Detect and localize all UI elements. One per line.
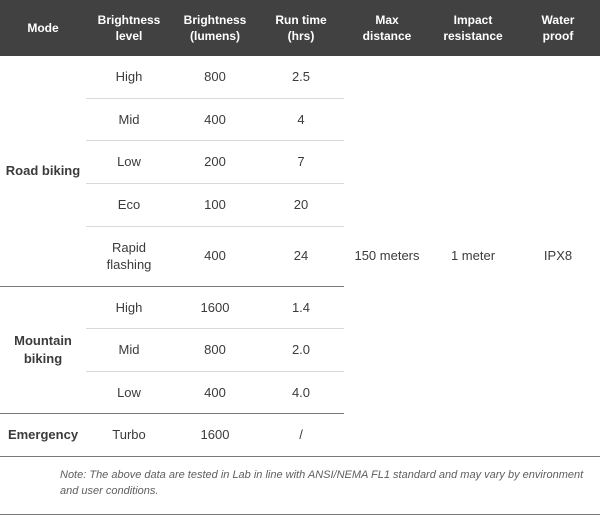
cell-level: Mid — [86, 98, 172, 141]
cell-lumens: 100 — [172, 184, 258, 227]
table-note: Note: The above data are tested in Lab i… — [0, 456, 600, 514]
cell-lumens: 800 — [172, 329, 258, 372]
table-row: Road biking High 800 2.5 150 meters 1 me… — [0, 56, 600, 98]
cell-lumens: 200 — [172, 141, 258, 184]
cell-runtime: 4 — [258, 98, 344, 141]
mode-mountain-biking: Mountain biking — [0, 286, 86, 414]
col-impact-resistance: Impactresistance — [430, 0, 516, 56]
mode-emergency: Emergency — [0, 414, 86, 457]
cell-water-proof: IPX8 — [516, 56, 600, 456]
cell-lumens: 1600 — [172, 414, 258, 457]
cell-level: Low — [86, 371, 172, 414]
col-run-time: Run time(hrs) — [258, 0, 344, 56]
cell-runtime: 2.5 — [258, 56, 344, 98]
cell-max-distance: 150 meters — [344, 56, 430, 456]
cell-runtime: 2.0 — [258, 329, 344, 372]
cell-lumens: 1600 — [172, 286, 258, 329]
cell-level: Eco — [86, 184, 172, 227]
table-header-row: Mode Brightnesslevel Brightness(lumens) … — [0, 0, 600, 56]
table-note-row: Note: The above data are tested in Lab i… — [0, 456, 600, 514]
col-mode: Mode — [0, 0, 86, 56]
cell-level: High — [86, 56, 172, 98]
cell-runtime: 4.0 — [258, 371, 344, 414]
cell-level: High — [86, 286, 172, 329]
col-brightness-lumens: Brightness(lumens) — [172, 0, 258, 56]
mode-road-biking: Road biking — [0, 56, 86, 286]
cell-runtime: / — [258, 414, 344, 457]
cell-lumens: 400 — [172, 98, 258, 141]
cell-level: Turbo — [86, 414, 172, 457]
col-max-distance: Maxdistance — [344, 0, 430, 56]
cell-impact-resistance: 1 meter — [430, 56, 516, 456]
col-water-proof: Waterproof — [516, 0, 600, 56]
cell-runtime: 1.4 — [258, 286, 344, 329]
spec-table: Mode Brightnesslevel Brightness(lumens) … — [0, 0, 600, 515]
cell-level: Rapid flashing — [86, 226, 172, 286]
cell-runtime: 24 — [258, 226, 344, 286]
cell-lumens: 400 — [172, 226, 258, 286]
cell-lumens: 400 — [172, 371, 258, 414]
cell-lumens: 800 — [172, 56, 258, 98]
cell-level: Mid — [86, 329, 172, 372]
cell-runtime: 7 — [258, 141, 344, 184]
col-brightness-level: Brightnesslevel — [86, 0, 172, 56]
cell-runtime: 20 — [258, 184, 344, 227]
cell-level: Low — [86, 141, 172, 184]
